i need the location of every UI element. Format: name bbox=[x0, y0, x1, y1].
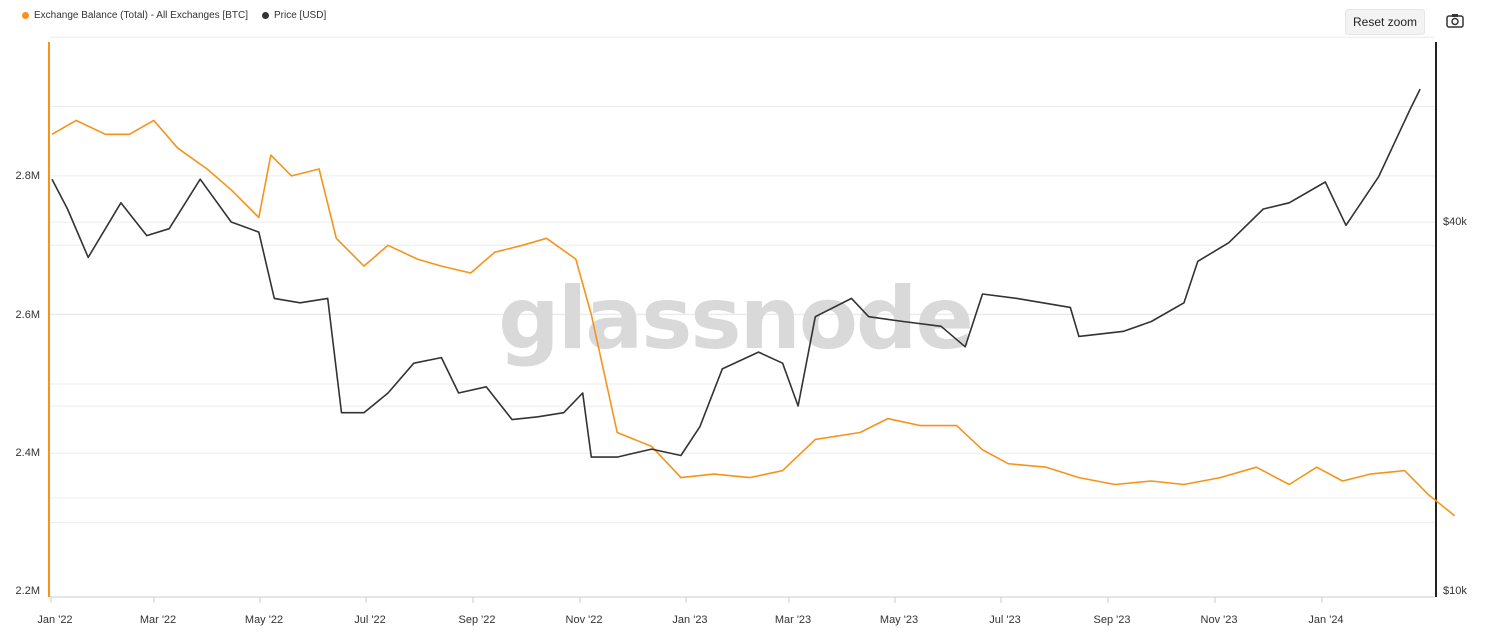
legend-label-balance: Exchange Balance (Total) - All Exchanges… bbox=[34, 10, 248, 21]
x-tick-label: Nov '22 bbox=[566, 614, 603, 626]
x-tick-label: Jul '22 bbox=[354, 614, 385, 626]
reset-zoom-button[interactable]: Reset zoom bbox=[1345, 9, 1425, 35]
y-right-tick-label: $10k bbox=[1443, 585, 1467, 597]
legend-item-balance[interactable]: Exchange Balance (Total) - All Exchanges… bbox=[22, 10, 248, 21]
axes bbox=[48, 42, 1437, 598]
grid-lines bbox=[50, 36, 1435, 524]
x-tick-label: Nov '23 bbox=[1201, 614, 1238, 626]
y-left-tick-label: 2.4M bbox=[16, 447, 40, 459]
chart-legend: Exchange Balance (Total) - All Exchanges… bbox=[22, 10, 326, 21]
x-tick-label: Jul '23 bbox=[989, 614, 1020, 626]
x-tick-label: Sep '22 bbox=[459, 614, 496, 626]
tick-labels: Jan '22 Mar '22 May '22 Jul '22 Sep '22 Nov '… bbox=[16, 170, 1468, 626]
y-right-tick-label: $40k bbox=[1443, 216, 1467, 228]
x-tick-label: Sep '23 bbox=[1094, 614, 1131, 626]
x-tick-label: Mar '22 bbox=[140, 614, 176, 626]
series-line-balance bbox=[51, 119, 1456, 517]
series-lines bbox=[51, 88, 1456, 517]
legend-dot-price bbox=[262, 12, 269, 19]
legend-item-price[interactable]: Price [USD] bbox=[262, 10, 326, 21]
x-tick-label: Jan '23 bbox=[672, 614, 707, 626]
x-tick-label: Jan '22 bbox=[37, 614, 72, 626]
x-tick-label: Mar '23 bbox=[775, 614, 811, 626]
series-line-price bbox=[51, 88, 1421, 458]
y-left-tick-label: 2.2M bbox=[16, 585, 40, 597]
camera-icon[interactable] bbox=[1446, 13, 1464, 28]
y-left-tick-label: 2.6M bbox=[16, 309, 40, 321]
y-left-tick-label: 2.8M bbox=[16, 170, 40, 182]
x-tick-label: May '22 bbox=[245, 614, 283, 626]
legend-label-price: Price [USD] bbox=[274, 10, 327, 21]
legend-dot-balance bbox=[22, 12, 29, 19]
x-tick-label: Jan '24 bbox=[1308, 614, 1343, 626]
watermark: glassnode bbox=[498, 269, 972, 369]
x-tick-label: May '23 bbox=[880, 614, 918, 626]
